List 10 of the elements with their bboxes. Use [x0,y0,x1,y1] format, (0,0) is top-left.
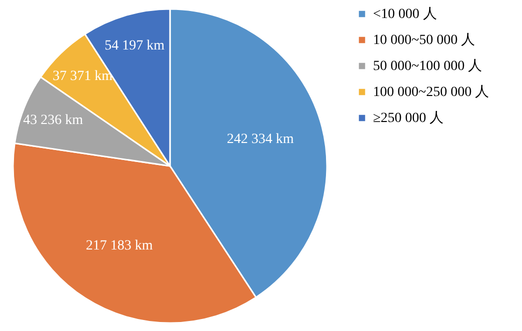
legend-label: <10 000 人 [373,6,437,22]
data-label: 54 197 km [104,38,165,54]
legend-label: 100 000~250 000 人 [373,84,490,100]
legend-label: 10 000~50 000 人 [373,32,476,48]
legend-label: 50 000~100 000 人 [373,58,482,74]
data-label: 43 236 km [23,113,84,128]
data-label: 217 183 km [86,238,153,254]
legend-label: ≥250 000 人 [373,110,444,126]
data-label: 242 334 km [226,132,294,148]
data-label: 37 371 km [52,68,113,84]
